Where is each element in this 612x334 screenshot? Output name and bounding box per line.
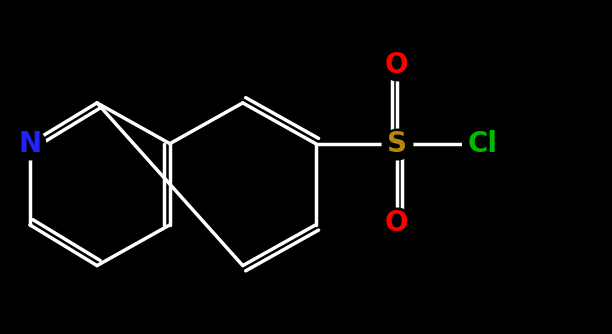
Text: Cl: Cl (468, 130, 498, 158)
Text: O: O (385, 208, 409, 236)
Text: O: O (385, 51, 409, 79)
Text: N: N (18, 130, 42, 158)
Text: S: S (387, 130, 407, 158)
